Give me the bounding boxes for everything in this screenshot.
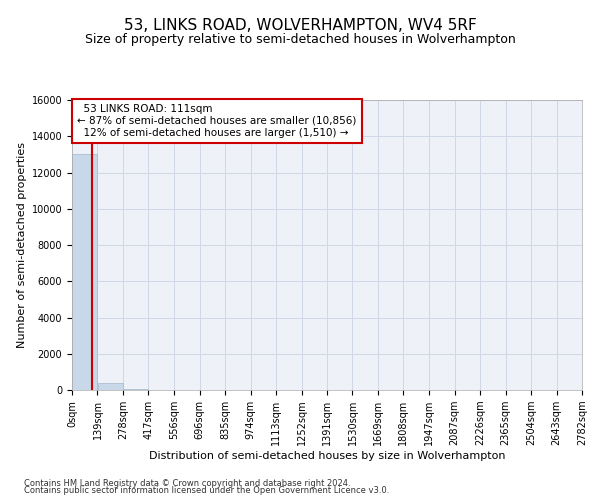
Text: Contains public sector information licensed under the Open Government Licence v3: Contains public sector information licen… [24,486,389,495]
Y-axis label: Number of semi-detached properties: Number of semi-detached properties [17,142,28,348]
Text: 53 LINKS ROAD: 111sqm
← 87% of semi-detached houses are smaller (10,856)
  12% o: 53 LINKS ROAD: 111sqm ← 87% of semi-deta… [77,104,356,138]
Bar [98,383,123,390]
Text: 53, LINKS ROAD, WOLVERHAMPTON, WV4 5RF: 53, LINKS ROAD, WOLVERHAMPTON, WV4 5RF [124,18,476,32]
Bar [123,389,148,390]
Text: Contains HM Land Registry data © Crown copyright and database right 2024.: Contains HM Land Registry data © Crown c… [24,478,350,488]
X-axis label: Distribution of semi-detached houses by size in Wolverhampton: Distribution of semi-detached houses by … [149,451,505,461]
Bar [72,154,97,390]
Text: Size of property relative to semi-detached houses in Wolverhampton: Size of property relative to semi-detach… [85,32,515,46]
